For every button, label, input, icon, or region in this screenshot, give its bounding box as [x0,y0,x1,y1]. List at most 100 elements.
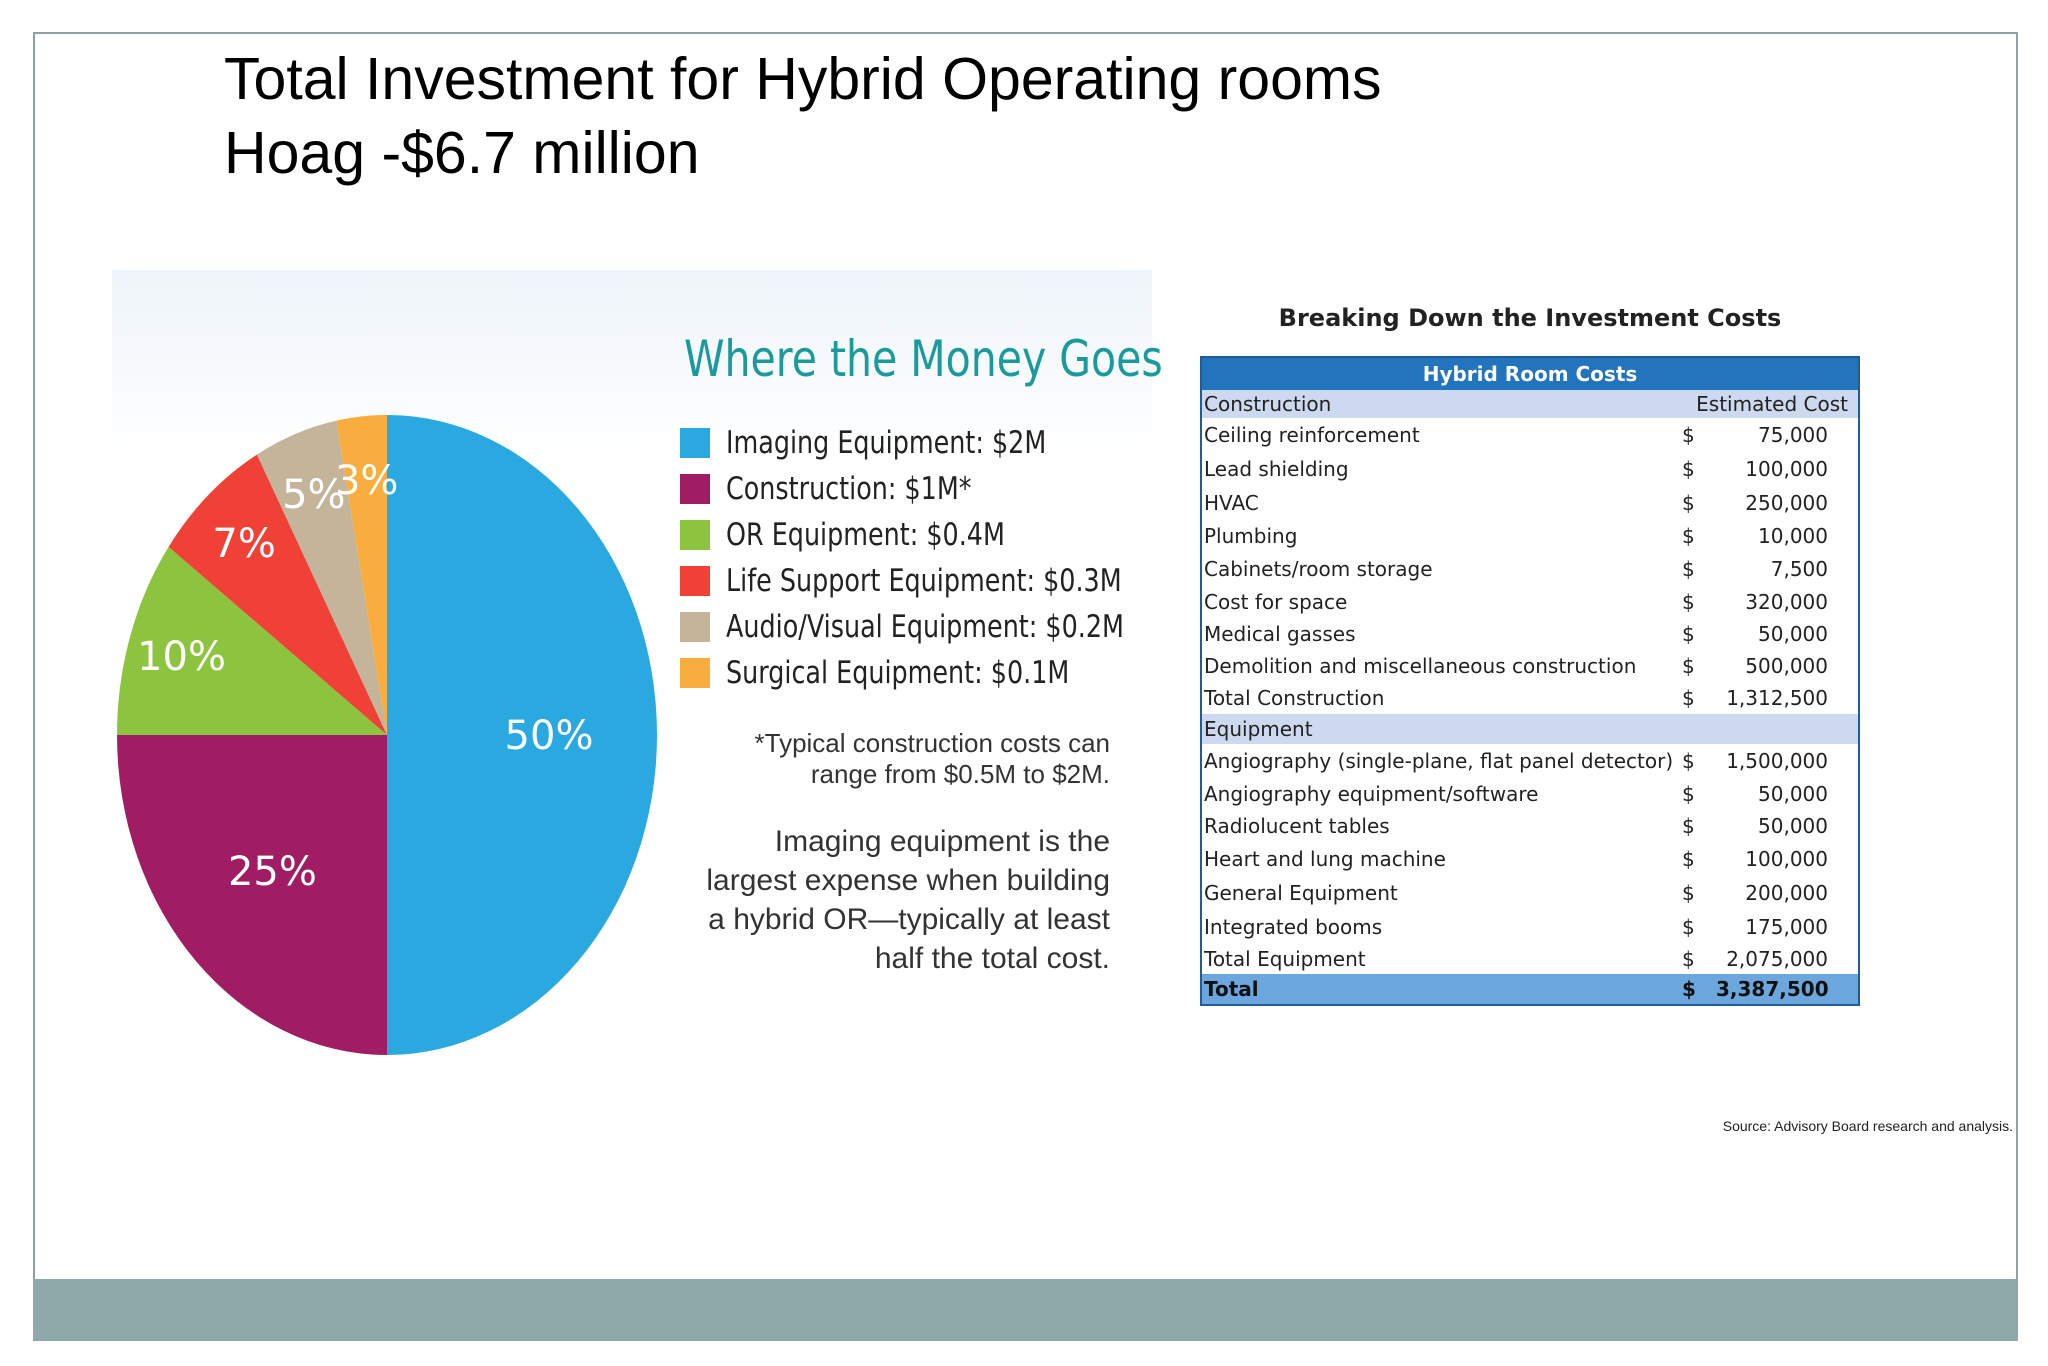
infographic-panel: 50% 25% 10% 7% 5% 3% Where the Money Goes Ima… [112,270,1163,1110]
row-amount: 100,000 [1745,456,1828,481]
legend-swatch [680,566,710,596]
table-row: Heart and lung machine $100,000 [1202,842,1858,875]
row-label: Ceiling reinforcement [1204,422,1420,447]
legend-swatch [680,658,710,688]
table-section-equipment: Equipment [1202,714,1858,744]
row-label: Medical gasses [1204,622,1356,646]
chart-legend: Imaging Equipment: $2M Construction: $1M*… [680,420,1211,696]
table-row: Ceiling reinforcement $75,000 [1202,418,1858,451]
row-label: Angiography equipment/software [1204,781,1539,806]
row-amount: 10,000 [1758,524,1828,548]
row-label: Cabinets/room storage [1204,556,1433,581]
row-label: Radiolucent tables [1204,814,1390,838]
row-amount: 50,000 [1758,622,1828,646]
row-amount: 500,000 [1745,653,1828,678]
row-currency: $ [1682,590,1695,614]
row-label: Angiography (single-plane, flat panel de… [1204,748,1674,773]
row-currency: $ [1682,947,1695,971]
legend-item: Surgical Equipment: $0.1M [680,650,1211,696]
pie-slice-label: 25% [228,849,317,895]
legend-label: Surgical Equipment: $0.1M [726,655,1070,691]
table-header: Hybrid Room Costs [1202,358,1858,390]
pie-slice-label: 50% [505,713,594,759]
row-currency: $ [1682,814,1695,838]
row-label: Total Equipment [1204,947,1366,971]
legend-item: Audio/Visual Equipment: $0.2M [680,604,1211,650]
legend-swatch [680,474,710,504]
row-label: Integrated booms [1204,915,1383,939]
cost-column-header: Estimated Cost [1696,392,1848,416]
title-line-1: Total Investment for Hybrid Operating ro… [224,46,1382,112]
row-amount: 1,312,500 [1726,686,1828,710]
footnote-line: *Typical construction costs can [754,728,1111,758]
explanation-line: a hybrid OR—typically at least [708,903,1110,936]
row-label: Cost for space [1204,590,1348,614]
row-amount: 175,000 [1745,915,1828,939]
row-label: Plumbing [1204,524,1298,548]
table-row: HVAC $250,000 [1202,486,1858,520]
slide-title: Total Investment for Hybrid Operating ro… [224,42,1382,190]
cost-table: Hybrid Room Costs Construction Estimated … [1200,356,1860,1006]
row-amount: 250,000 [1745,491,1828,515]
pie-slice-1 [117,735,387,1055]
explanation-line: Imaging equipment is the [774,825,1110,858]
pie-slice-4 [256,420,387,735]
table-row: Angiography equipment/software $50,000 [1202,777,1858,810]
pie-slice-3 [168,454,387,735]
row-amount: 50,000 [1758,814,1828,838]
row-currency: $ [1682,748,1695,773]
legend-swatch [680,612,710,642]
table-title: Breaking Down the Investment Costs [1278,304,1782,332]
table-row: Plumbing $10,000 [1202,520,1858,552]
section-label: Construction [1204,392,1332,416]
row-label: Total Construction [1204,686,1385,710]
pie-slice-0 [387,415,657,1055]
pie-slice-label: 5% [282,472,345,518]
chart-heading: Where the Money Goes [684,330,1163,388]
row-currency: $ [1682,622,1695,646]
pie-chart: 50% 25% 10% 7%5%3% [117,415,657,1055]
section-label: Equipment [1204,717,1313,741]
row-currency: $ [1682,880,1695,905]
footer-band [33,1279,2018,1341]
row-amount: 50,000 [1758,781,1828,806]
legend-label: Construction: $1M* [726,471,972,507]
legend-label: Life Support Equipment: $0.3M [726,563,1122,599]
row-label: Lead shielding [1204,456,1349,481]
row-label: HVAC [1204,491,1259,515]
legend-item: Construction: $1M* [680,466,1211,512]
table-row: Demolition and miscellaneous constructio… [1202,649,1858,682]
table-row: Total Construction $1,312,500 [1202,682,1858,714]
row-currency: $ [1682,846,1695,871]
legend-item: Imaging Equipment: $2M [680,420,1211,466]
legend-swatch [680,520,710,550]
legend-label: OR Equipment: $0.4M [726,517,1005,553]
pie-slice-2 [117,546,387,735]
table-row: Integrated booms $175,000 [1202,910,1858,944]
table-row: Radiolucent tables $50,000 [1202,810,1858,842]
legend-label: Audio/Visual Equipment: $0.2M [726,609,1124,645]
construction-footnote: *Typical construction costs can range fr… [690,728,1152,790]
pie-slice-label: 3% [335,458,398,504]
row-amount: 100,000 [1745,846,1828,871]
explanation-line: half the total cost. [874,942,1110,975]
row-label: Heart and lung machine [1204,846,1446,871]
row-currency: $ [1682,456,1695,481]
table-total-row: Total $3,387,500 [1202,974,1858,1004]
row-currency: $ [1682,977,1696,1001]
table-section-construction: Construction Estimated Cost [1202,390,1858,418]
row-currency: $ [1682,915,1695,939]
row-currency: $ [1682,556,1695,581]
pie-slice-label: 7% [212,521,275,567]
table-row: Cost for space $320,000 [1202,585,1858,619]
footnote-line: range from $0.5M to $2M. [810,759,1110,789]
legend-item: OR Equipment: $0.4M [680,512,1211,558]
legend-label: Imaging Equipment: $2M [726,425,1047,461]
table-row: Lead shielding $100,000 [1202,451,1858,486]
pie-slice-5 [336,415,387,735]
row-amount: 7,500 [1770,556,1828,581]
row-amount: 320,000 [1745,590,1828,614]
row-label: General Equipment [1204,880,1398,905]
row-amount: 75,000 [1758,422,1828,447]
table-row: Cabinets/room storage $7,500 [1202,552,1858,585]
